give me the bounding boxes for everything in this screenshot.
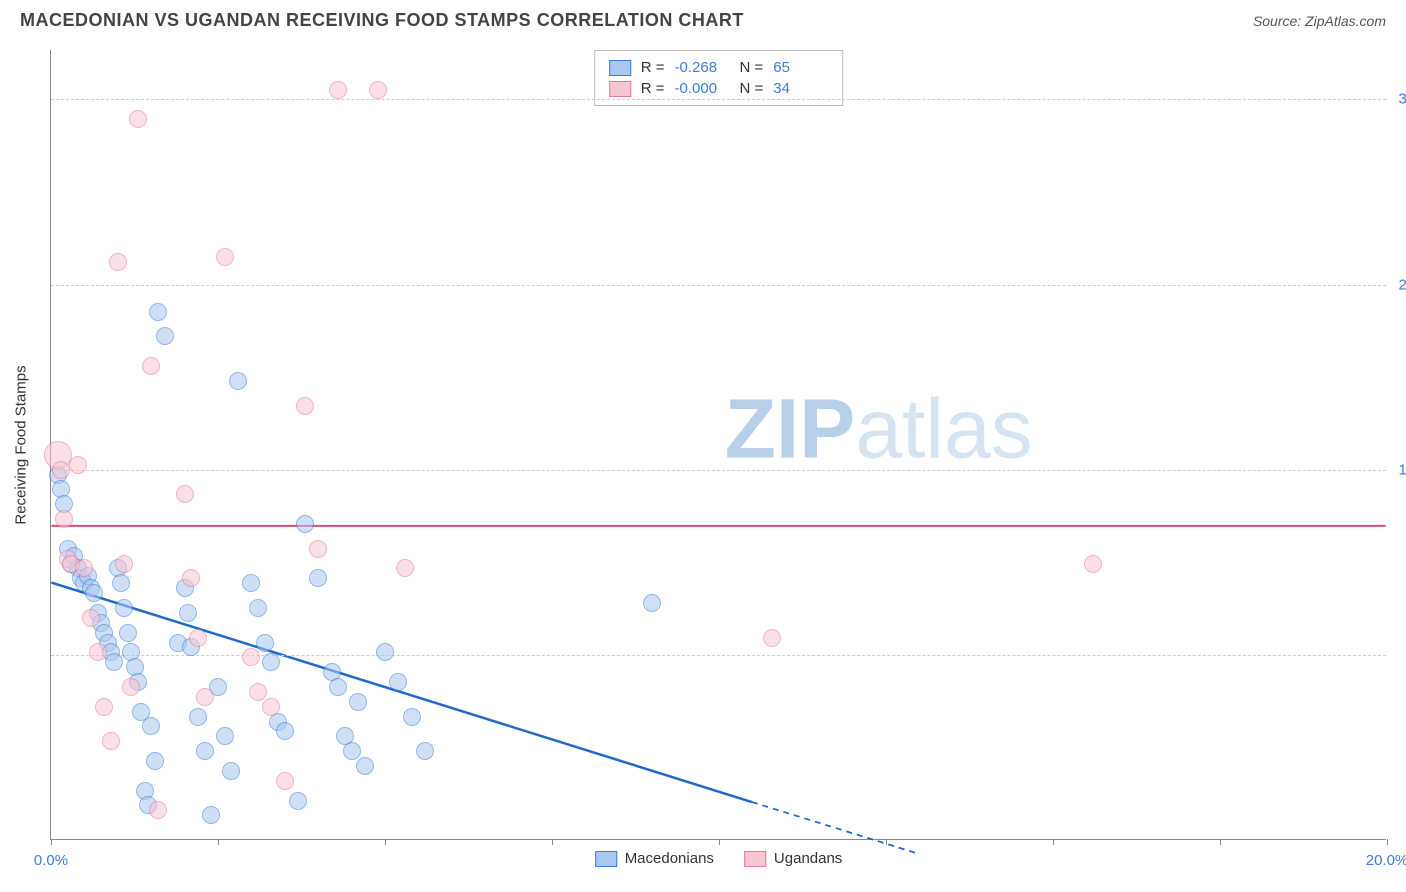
data-point xyxy=(289,792,307,810)
data-point xyxy=(643,594,661,612)
data-point xyxy=(179,604,197,622)
data-point xyxy=(369,81,387,99)
data-point xyxy=(296,397,314,415)
legend-stats-row: R = -0.268N = 65 xyxy=(609,57,829,78)
data-point xyxy=(249,599,267,617)
legend-swatch xyxy=(744,851,766,867)
y-tick-label: 22.5% xyxy=(1398,276,1406,293)
data-point xyxy=(396,559,414,577)
data-point xyxy=(115,555,133,573)
data-point xyxy=(115,599,133,617)
legend-label: Macedonians xyxy=(625,850,714,867)
legend-swatch xyxy=(609,60,631,76)
data-point xyxy=(55,510,73,528)
trendlines-layer xyxy=(51,50,1386,839)
data-point xyxy=(142,717,160,735)
data-point xyxy=(95,698,113,716)
data-point xyxy=(112,574,130,592)
x-tick xyxy=(51,839,52,845)
data-point xyxy=(156,327,174,345)
chart-title: MACEDONIAN VS UGANDAN RECEIVING FOOD STA… xyxy=(20,10,744,31)
source-attribution: Source: ZipAtlas.com xyxy=(1253,13,1386,29)
x-tick xyxy=(886,839,887,845)
x-tick xyxy=(385,839,386,845)
data-point xyxy=(85,584,103,602)
legend-stats-row: R = -0.000N = 34 xyxy=(609,78,829,99)
gridline xyxy=(51,99,1386,100)
legend-swatch xyxy=(609,81,631,97)
data-point xyxy=(309,569,327,587)
x-tick xyxy=(719,839,720,845)
stats-legend: R = -0.268N = 65R = -0.000N = 34 xyxy=(594,50,844,106)
data-point xyxy=(242,574,260,592)
x-tick xyxy=(552,839,553,845)
data-point xyxy=(122,678,140,696)
legend-item: Macedonians xyxy=(595,850,714,867)
data-point xyxy=(329,81,347,99)
data-point xyxy=(349,693,367,711)
data-point xyxy=(376,643,394,661)
x-tick xyxy=(218,839,219,845)
legend-swatch xyxy=(595,851,617,867)
data-point xyxy=(119,624,137,642)
data-point xyxy=(763,629,781,647)
legend-item: Ugandans xyxy=(744,850,842,867)
y-axis-title: Receiving Food Stamps xyxy=(13,365,30,524)
data-point xyxy=(262,698,280,716)
y-tick-label: 15.0% xyxy=(1398,461,1406,478)
data-point xyxy=(196,742,214,760)
data-point xyxy=(149,303,167,321)
gridline xyxy=(51,285,1386,286)
data-point xyxy=(202,806,220,824)
data-point xyxy=(182,569,200,587)
legend-label: Ugandans xyxy=(774,850,842,867)
data-point xyxy=(129,110,147,128)
data-point xyxy=(69,456,87,474)
watermark: ZIPatlas xyxy=(725,380,1033,477)
data-point xyxy=(216,727,234,745)
data-point xyxy=(189,629,207,647)
data-point xyxy=(75,559,93,577)
x-tick-label: 20.0% xyxy=(1366,852,1406,869)
data-point xyxy=(262,653,280,671)
data-point xyxy=(276,722,294,740)
data-point xyxy=(52,461,70,479)
data-point xyxy=(82,609,100,627)
data-point xyxy=(146,752,164,770)
data-point xyxy=(416,742,434,760)
y-tick-label: 30.0% xyxy=(1398,91,1406,108)
x-tick-label: 0.0% xyxy=(34,852,68,869)
x-tick xyxy=(1387,839,1388,845)
data-point xyxy=(329,678,347,696)
trendline-extrapolated xyxy=(752,802,919,854)
data-point xyxy=(296,515,314,533)
data-point xyxy=(343,742,361,760)
data-point xyxy=(149,801,167,819)
data-point xyxy=(389,673,407,691)
data-point xyxy=(105,653,123,671)
gridline xyxy=(51,470,1386,471)
data-point xyxy=(256,634,274,652)
data-point xyxy=(176,485,194,503)
x-tick xyxy=(1220,839,1221,845)
data-point xyxy=(229,372,247,390)
series-legend: Macedonians Ugandans xyxy=(595,850,843,867)
data-point xyxy=(189,708,207,726)
scatter-chart: Receiving Food Stamps R = -0.268N = 65R … xyxy=(50,50,1386,840)
data-point xyxy=(249,683,267,701)
x-tick xyxy=(1053,839,1054,845)
data-point xyxy=(196,688,214,706)
data-point xyxy=(276,772,294,790)
data-point xyxy=(216,248,234,266)
data-point xyxy=(1084,555,1102,573)
data-point xyxy=(403,708,421,726)
data-point xyxy=(222,762,240,780)
data-point xyxy=(109,253,127,271)
data-point xyxy=(142,357,160,375)
data-point xyxy=(309,540,327,558)
data-point xyxy=(356,757,374,775)
data-point xyxy=(89,643,107,661)
data-point xyxy=(242,648,260,666)
data-point xyxy=(102,732,120,750)
